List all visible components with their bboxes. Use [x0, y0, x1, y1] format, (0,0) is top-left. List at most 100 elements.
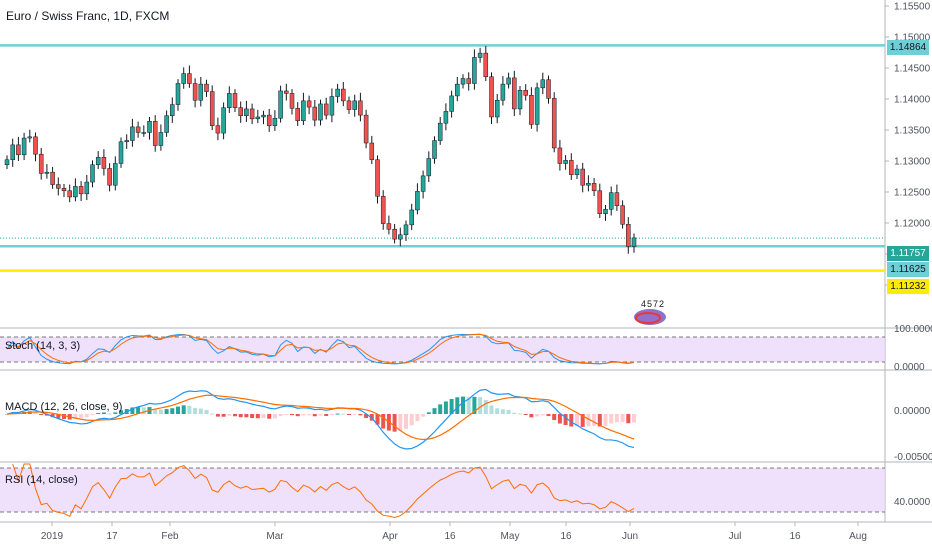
macd-histogram-bar — [5, 414, 9, 415]
candle-body — [215, 125, 221, 134]
macd-histogram-bar — [557, 414, 562, 424]
macd-histogram-bar — [227, 414, 232, 416]
candle-body — [472, 57, 477, 84]
candle-body — [38, 153, 44, 174]
candle-body — [135, 126, 141, 133]
candle-body — [113, 163, 118, 186]
macd-histogram-bar — [415, 414, 420, 422]
candle-body — [363, 114, 369, 144]
macd-histogram-bar — [62, 414, 66, 419]
candle-body — [597, 190, 603, 214]
price-tick-label: 1.12500 — [894, 188, 931, 199]
macd-histogram-bar — [364, 414, 369, 418]
macd-histogram-bar — [290, 414, 294, 416]
candle-body — [90, 164, 95, 183]
candle-body — [244, 108, 249, 116]
candle-body — [591, 183, 597, 192]
indicator-tick-label: 0.00000 — [894, 406, 931, 417]
macd-histogram-bar — [432, 408, 437, 414]
candle-body — [620, 205, 625, 225]
candle-body — [204, 83, 209, 92]
rsi-title: RSI (14, close) — [5, 474, 78, 486]
candle-body — [415, 191, 420, 211]
candle-body — [227, 93, 232, 108]
candle-body — [255, 116, 261, 120]
candle-body — [506, 77, 511, 85]
candle-body — [358, 100, 363, 116]
macd-histogram-bar — [535, 414, 540, 417]
macd-histogram-bar — [518, 413, 522, 415]
price-badge-resistance: 1.14864 — [887, 40, 929, 55]
candle-body — [33, 136, 38, 155]
candle-body — [352, 100, 357, 110]
macd-histogram-bar — [284, 414, 289, 415]
macd-signal-line — [6, 394, 635, 441]
candle-body — [323, 103, 329, 116]
time-tick-label: Jul — [729, 531, 742, 542]
macd-histogram-bar — [198, 408, 203, 414]
macd-histogram-bar — [278, 414, 283, 417]
macd-histogram-bar — [369, 414, 374, 421]
macd-histogram-bar — [341, 413, 346, 415]
price-tick-label: 1.14000 — [894, 95, 931, 106]
candle-body — [455, 83, 460, 97]
macd-histogram-bar — [358, 414, 363, 416]
candle-body — [574, 168, 580, 175]
candle-body — [170, 104, 175, 116]
candle-body — [198, 83, 204, 101]
macd-histogram-bar — [215, 414, 220, 417]
stoch-title: Stoch (14, 3, 3) — [5, 340, 81, 352]
macd-histogram-bar — [267, 414, 272, 419]
candle-body — [329, 96, 335, 116]
candle-body — [95, 157, 101, 165]
macd-histogram-bar — [466, 397, 471, 414]
macd-histogram-bar — [101, 412, 106, 414]
candle-body — [272, 117, 278, 126]
macd-histogram-bar — [609, 414, 614, 424]
macd-histogram-bar — [500, 409, 505, 414]
candle-body — [192, 83, 198, 101]
indicator-tick-label: -0.00500 — [894, 452, 932, 463]
macd-histogram-bar — [529, 414, 534, 418]
macd-histogram-bar — [33, 412, 38, 414]
macd-histogram-bar — [119, 410, 123, 414]
candle-body — [152, 121, 158, 146]
candle-body — [494, 99, 500, 118]
price-tick-label: 1.13500 — [894, 126, 931, 137]
candle-body — [164, 115, 169, 133]
candle-body — [477, 52, 483, 58]
candle-body — [4, 159, 10, 165]
macd-histogram-bar — [176, 406, 180, 414]
macd-histogram-bar — [312, 414, 317, 417]
candle-body — [409, 209, 414, 226]
candle-body — [631, 237, 637, 247]
candle-body — [466, 78, 471, 84]
candle-body — [295, 108, 300, 121]
candle-body — [118, 141, 124, 164]
macd-histogram-bar — [158, 409, 163, 414]
macd-histogram-bar — [193, 407, 198, 414]
macd-histogram-bar — [620, 414, 625, 423]
macd-histogram-bar — [141, 407, 146, 414]
macd-histogram-bar — [153, 409, 158, 414]
candle-body — [27, 136, 33, 139]
macd-histogram-bar — [592, 414, 597, 426]
macd-histogram-bar — [392, 414, 397, 432]
candle-body — [289, 93, 295, 109]
candle-body — [318, 103, 323, 121]
candle-body — [78, 186, 84, 195]
macd-histogram-bar — [546, 414, 551, 417]
candle-body — [540, 79, 546, 89]
macd-histogram-bar — [324, 414, 329, 416]
candle-body — [232, 93, 238, 108]
price-badge-last: 1.11757 — [887, 246, 929, 261]
candle-body — [306, 100, 312, 108]
candle-body — [375, 159, 380, 197]
candle-body — [449, 95, 454, 112]
indicator-tick-label: 0.0000 — [894, 362, 925, 373]
candle-body — [460, 78, 466, 85]
candle-body — [50, 171, 55, 185]
macd-histogram-bar — [295, 414, 300, 417]
candle-body — [437, 122, 443, 141]
candle-body — [523, 90, 528, 96]
